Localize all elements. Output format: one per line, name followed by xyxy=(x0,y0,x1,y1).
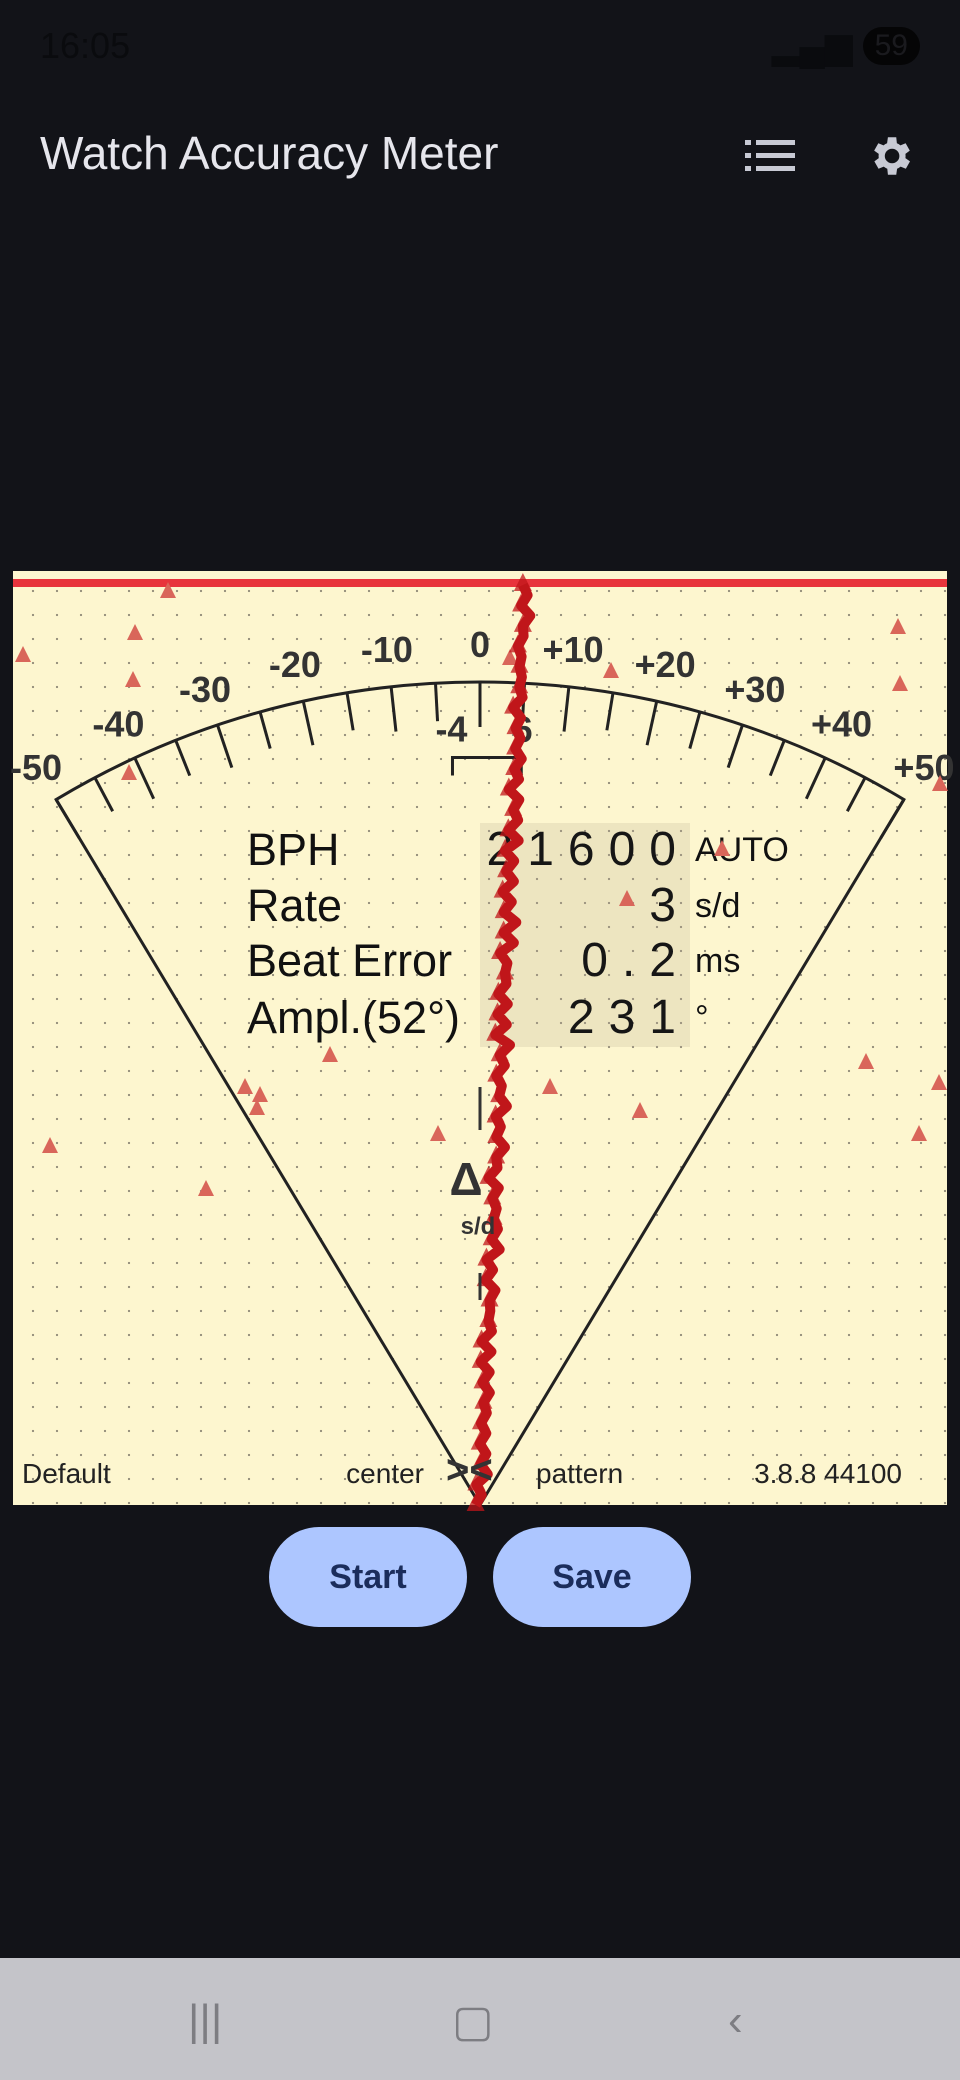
amplitude-value: 231 xyxy=(470,990,690,1046)
bph-value: 21600 xyxy=(470,822,690,878)
beat-error-value: 0.2 xyxy=(470,933,690,989)
save-button[interactable]: Save xyxy=(493,1527,691,1627)
signal-icon: ▂▄▆ xyxy=(772,25,853,67)
app-title: Watch Accuracy Meter xyxy=(40,126,498,180)
bph-label: BPH xyxy=(247,822,340,878)
pattern-label: pattern xyxy=(536,1458,623,1490)
rate-label: Rate xyxy=(247,878,342,934)
home-icon[interactable]: ▢ xyxy=(452,1996,494,2047)
status-bar: 16:05 ▂▄▆ 59 xyxy=(40,22,920,70)
recent-apps-icon[interactable]: ||| xyxy=(188,1996,222,2046)
bph-mode[interactable]: AUTO xyxy=(695,822,789,878)
battery-indicator: 59 xyxy=(863,27,920,65)
beat-error-unit: ms xyxy=(695,933,740,989)
list-icon[interactable] xyxy=(740,126,800,186)
start-button[interactable]: Start xyxy=(269,1527,467,1627)
rate-unit: s/d xyxy=(695,878,740,934)
status-time: 16:05 xyxy=(40,25,130,67)
center-label: center xyxy=(346,1458,424,1490)
beat-error-label: Beat Error xyxy=(247,933,452,989)
profile-label[interactable]: Default xyxy=(22,1458,111,1490)
version-label: 3.8.8 44100 xyxy=(754,1458,902,1490)
system-nav-bar: ||| ▢ ‹ xyxy=(0,1958,960,2080)
amplitude-label: Ampl.(52°) xyxy=(247,990,460,1046)
rate-value: 3 xyxy=(470,878,690,934)
gear-icon[interactable] xyxy=(860,126,920,186)
amplitude-unit: ° xyxy=(695,990,709,1046)
back-icon[interactable]: ‹ xyxy=(728,1996,743,2046)
center-pattern-chevrons-icon: >< xyxy=(446,1448,493,1493)
